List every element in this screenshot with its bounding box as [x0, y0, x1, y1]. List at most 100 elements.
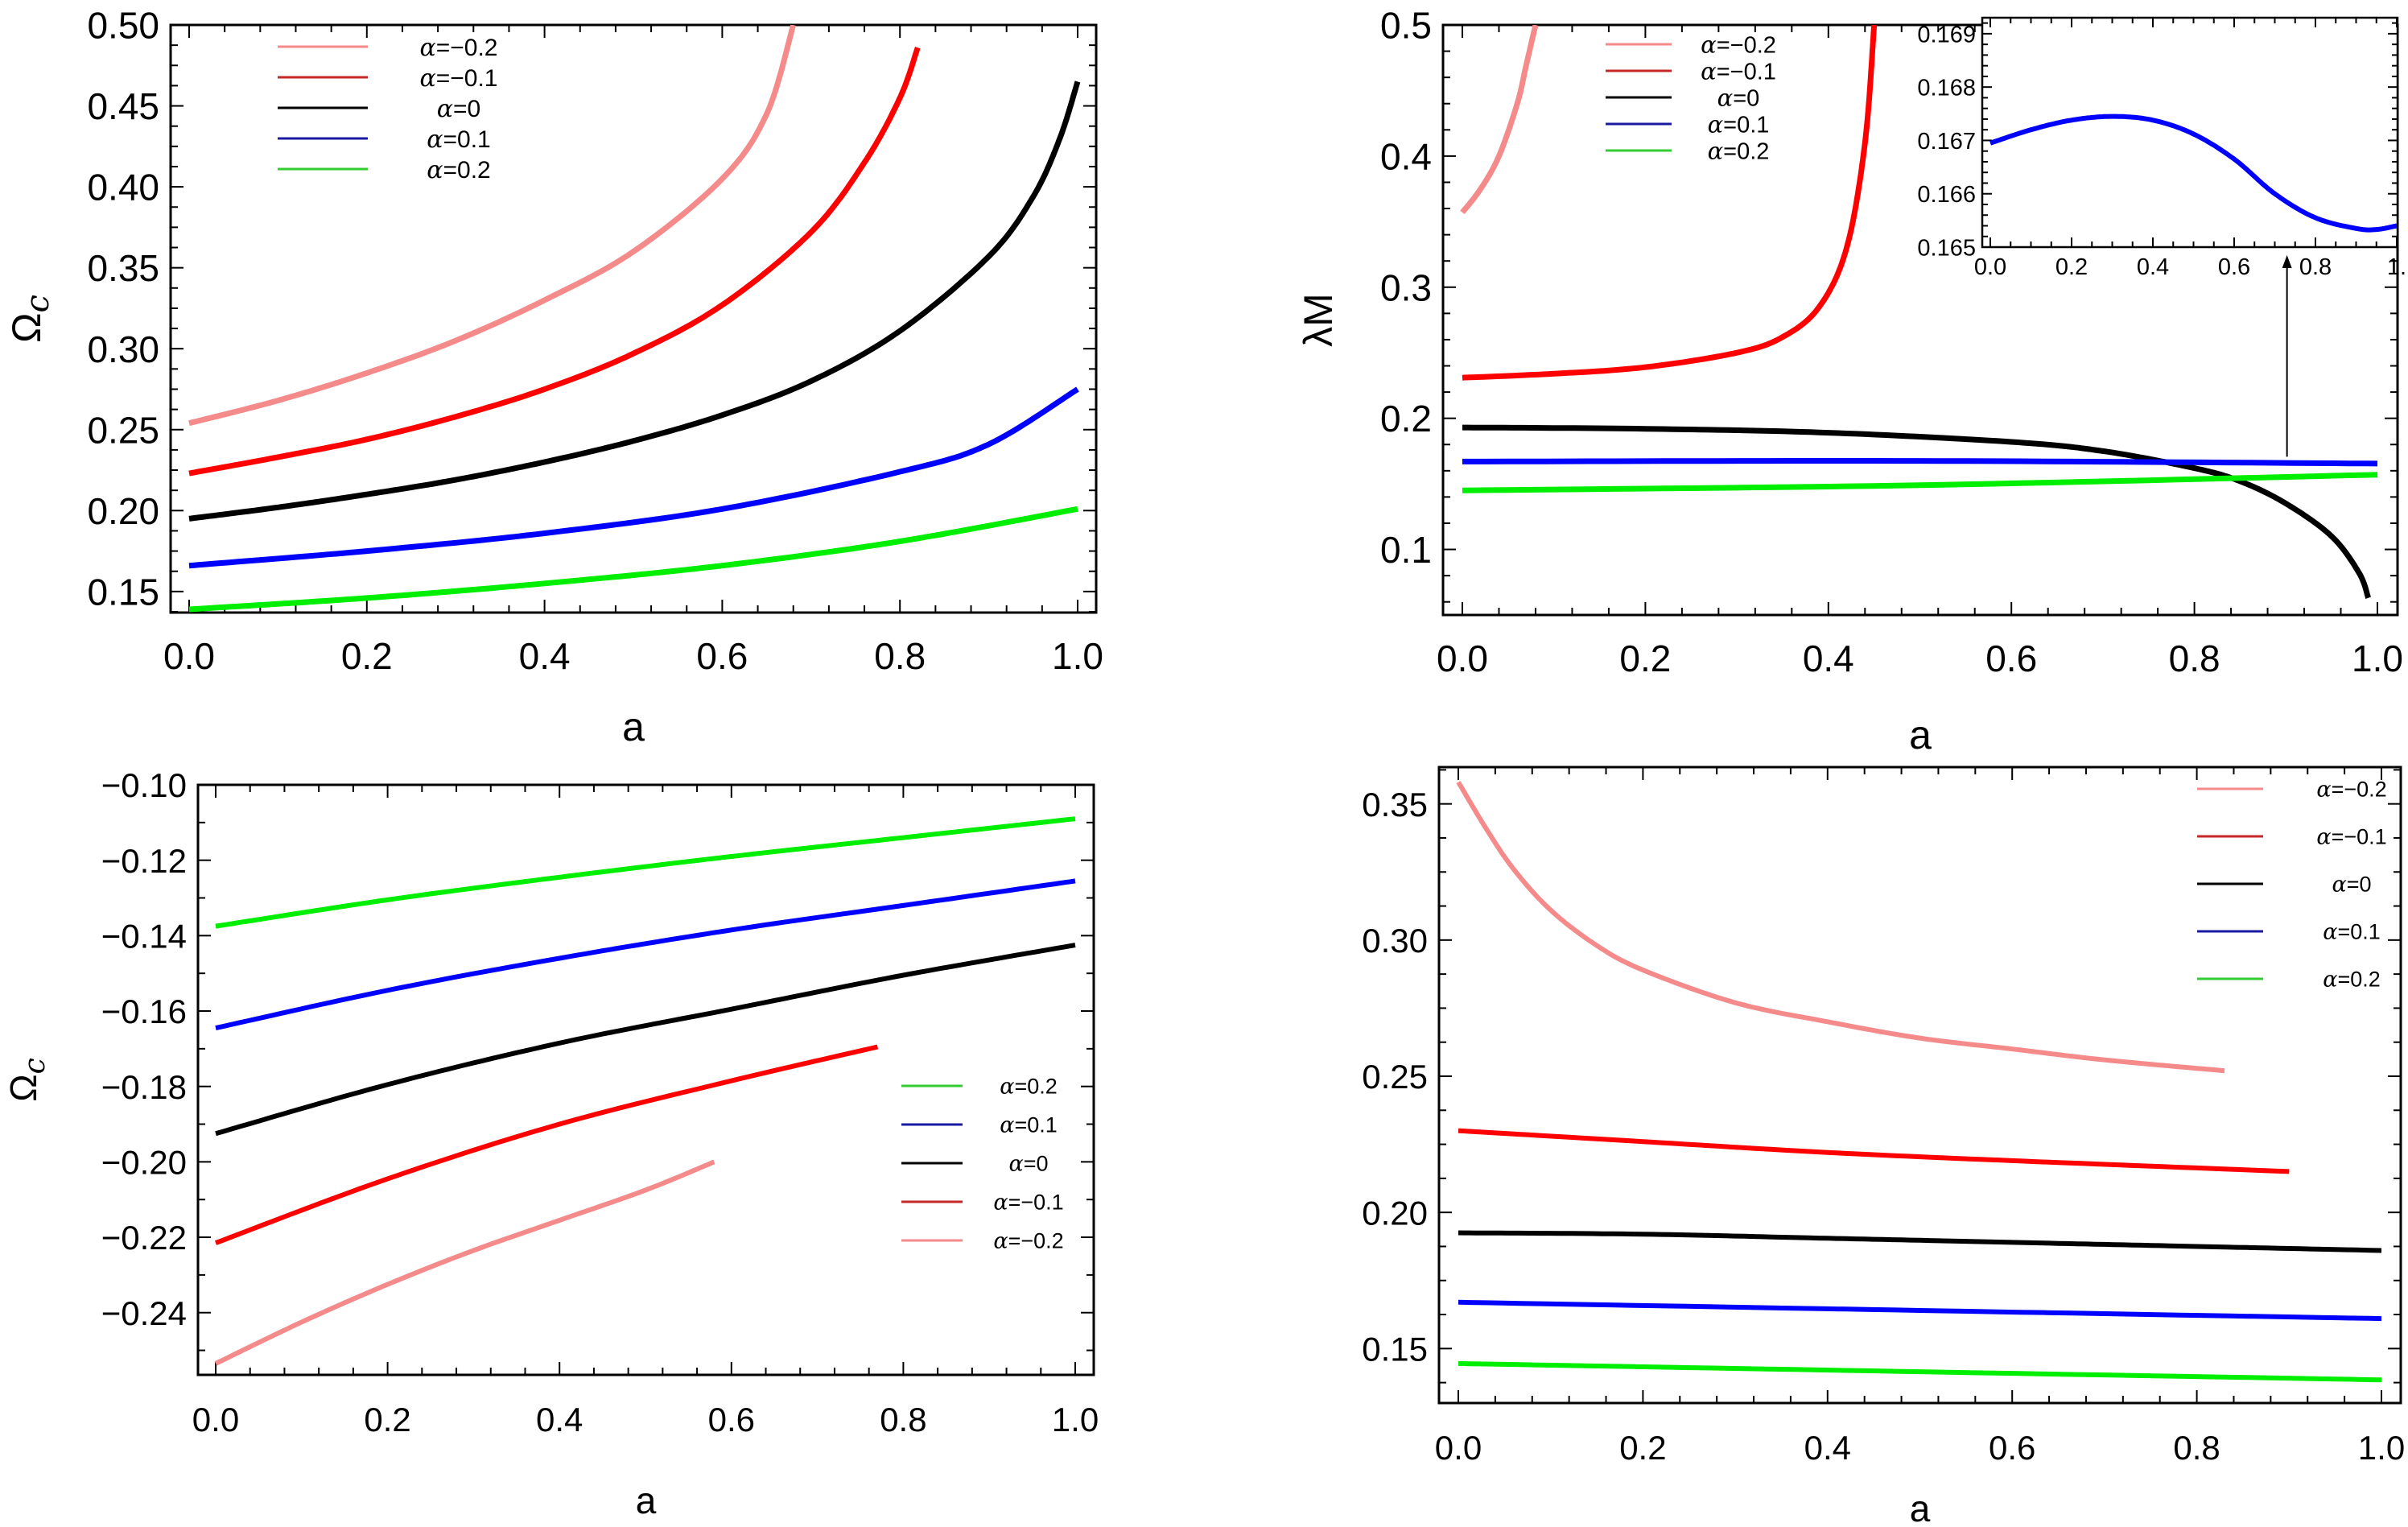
y-tick-label: 0.30	[87, 328, 159, 370]
series-line-alpha0p2	[1462, 472, 2378, 493]
y-tick-label: 0.20	[1362, 1194, 1428, 1232]
plot-frame	[1441, 23, 2399, 617]
panel-bottom-left: 0.0 0.2 0.4 0.6 0.8 1.0 −0.24 −0.22 −0.20 −0.18 −0…	[2, 766, 1099, 1521]
series-line-alpha0p2	[215, 816, 1076, 929]
x-tick-label: 1.0	[2352, 638, 2403, 679]
legend-label: α=0.1	[1000, 1113, 1058, 1138]
x-axis-label: a	[636, 1480, 657, 1521]
y-tick-label: 0.35	[1362, 786, 1428, 823]
legend-label: α=−0.1	[993, 1191, 1063, 1215]
series-line-alpha-0p2	[1456, 781, 2225, 1074]
legend: α=−0.2α=−0.1α=0α=0.1α=0.2	[1606, 31, 1776, 164]
inset-x-tick-label: 0.0	[1974, 254, 2006, 280]
panel-top-right: 0.0 0.2 0.4 0.6 0.8 1.0 0.1 0.2 0.3 0.4 0.5 a λM α=−0…	[1296, 5, 2406, 757]
y-tick-label: 0.25	[87, 409, 159, 451]
series-line-alpha0p1	[215, 878, 1076, 1031]
inset-y-tick-label: 0.169	[1917, 22, 1976, 47]
inset-y-tick-label: 0.165	[1917, 235, 1976, 261]
series-group	[1460, 25, 2378, 600]
legend-label: α=−0.1	[2316, 825, 2386, 850]
panel-bottom-right: 0.0 0.2 0.4 0.6 0.8 1.0 0.15 0.20 0.25 0.30 0.35 a α…	[1362, 766, 2405, 1527]
series-line-alpha0	[1462, 424, 2371, 600]
x-tick-label: 0.8	[2169, 638, 2220, 679]
x-axis-label: a	[622, 704, 645, 749]
series-line-alpha-0p2	[1460, 25, 1539, 215]
y-tick-label: −0.14	[101, 917, 187, 955]
legend: α=−0.2α=−0.1α=0 α=0.1α=0.2	[278, 34, 498, 184]
y-tick-label: 0.35	[87, 247, 159, 289]
legend-label: α=0	[437, 95, 480, 123]
y-axis-label-subscript: c	[19, 295, 56, 312]
legend-label: α=0.2	[2323, 968, 2381, 993]
x-tick-label: 0.2	[341, 635, 393, 677]
inset-x-tick-label: 0.6	[2218, 254, 2250, 280]
plot-frame	[1437, 766, 2402, 1405]
x-tick-label: 0.4	[536, 1401, 583, 1438]
x-tick-label: 0.6	[1989, 1429, 2035, 1467]
inset-y-tick-label: 0.167	[1917, 129, 1976, 155]
inset-x-tick-label: 0.8	[2299, 254, 2332, 280]
y-tick-label: −0.24	[101, 1294, 187, 1332]
x-tick-label: 0.2	[1619, 1429, 1666, 1467]
x-tick-label: 0.4	[1804, 1429, 1851, 1467]
legend-label: α=0	[1008, 1152, 1048, 1177]
y-tick-label: 0.4	[1380, 135, 1432, 177]
legend-label: α=−0.2	[2316, 778, 2386, 803]
x-tick-label: 0.8	[874, 635, 926, 677]
legend-label: α=−0.2	[1701, 31, 1776, 58]
series-group	[214, 816, 1076, 1366]
inset-series-line-alpha0p1	[1989, 113, 2399, 233]
x-tick-label: 1.0	[2358, 1429, 2405, 1467]
y-tick-label: 0.15	[87, 571, 159, 613]
legend-label: α=0.1	[1708, 110, 1770, 138]
y-tick-label: −0.20	[101, 1143, 187, 1181]
x-tick-label: 0.4	[519, 635, 571, 677]
legend-label: α=0.1	[2323, 920, 2381, 945]
legend-label: α=0.1	[427, 126, 491, 154]
legend-label: α=0.2	[427, 156, 491, 184]
y-tick-label: 0.45	[87, 85, 159, 127]
y-tick-label: 0.50	[87, 5, 159, 47]
x-tick-label: 0.0	[1437, 638, 1488, 679]
legend-label: α=0.2	[1708, 137, 1770, 164]
y-axis-label: λM	[1296, 293, 1341, 347]
series-line-alpha0p1	[188, 386, 1079, 569]
legend-label: α=0.2	[1000, 1075, 1058, 1100]
y-tick-label: 0.40	[87, 167, 159, 208]
x-tick-label: 1.0	[1052, 635, 1103, 677]
inset-x-tick-label: 0.4	[2137, 254, 2169, 280]
legend-label: α=−0.2	[419, 34, 497, 62]
x-tick-label: 0.6	[1985, 638, 2037, 679]
legend-label: α=−0.2	[993, 1229, 1063, 1254]
inset-x-tick-label: 0.2	[2055, 254, 2088, 280]
y-tick-label: 0.30	[1362, 922, 1428, 960]
panel-top-left: 0.0 0.2 0.4 0.6 0.8 1.0 0.15 0.20 0.25 0.30 0.35 0.…	[4, 5, 1103, 749]
y-tick-label: 0.25	[1362, 1058, 1428, 1096]
x-tick-label: 0.2	[1619, 638, 1671, 679]
plot-frame	[169, 23, 1098, 614]
series-group	[188, 25, 1081, 613]
series-line-alpha0	[215, 943, 1076, 1137]
legend: α=−0.2α=−0.1α=0α=0.1α=0.2	[2197, 778, 2387, 993]
legend-label: α=0	[1717, 84, 1760, 111]
x-tick-label: 0.8	[880, 1401, 926, 1438]
series-line-alpha0p2	[188, 506, 1078, 613]
y-tick-label: 0.20	[87, 490, 159, 532]
legend-label: α=−0.1	[419, 64, 497, 93]
x-tick-label: 0.0	[163, 635, 215, 677]
y-tick-label: −0.10	[101, 766, 187, 804]
y-tick-label: 0.3	[1380, 266, 1432, 308]
y-tick-label: 0.5	[1380, 5, 1432, 47]
y-tick-label: −0.16	[101, 993, 187, 1030]
x-axis-label: a	[1909, 712, 1932, 757]
x-tick-label: 0.4	[1803, 638, 1854, 679]
series-line-alpha0	[188, 80, 1081, 522]
y-tick-label: −0.12	[101, 842, 187, 880]
x-tick-label: 0.0	[1435, 1429, 1482, 1467]
series-line-alpha-0p1	[1458, 1128, 2290, 1174]
y-axis-label-main: Ω	[2, 1074, 44, 1101]
x-tick-label: 0.6	[696, 635, 748, 677]
series-line-alpha0	[1458, 1230, 2382, 1253]
